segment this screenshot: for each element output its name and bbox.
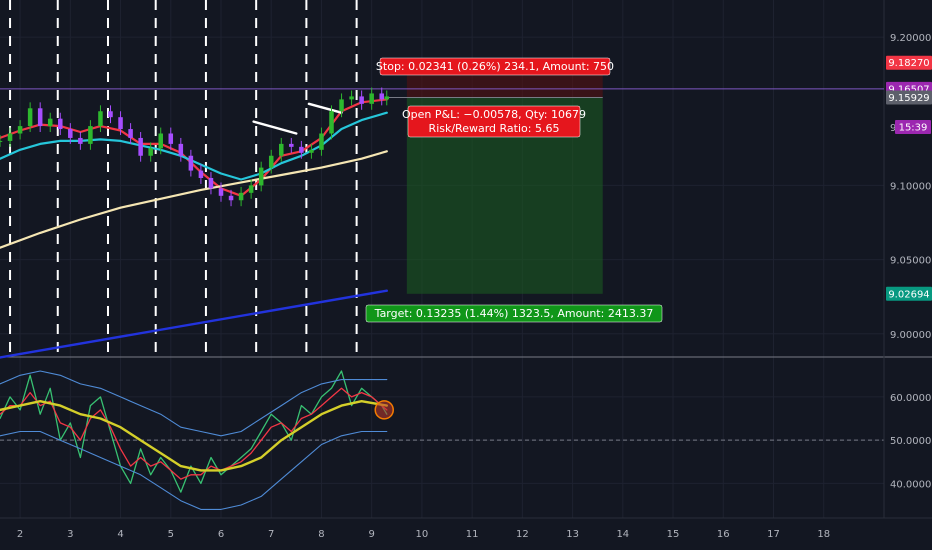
- target-label-box: [365, 304, 663, 323]
- oscillator-line: [0, 400, 388, 472]
- y-tick-label: 40.00000: [890, 479, 932, 490]
- candle-body: [78, 137, 83, 144]
- y-tick-label: 9: [890, 123, 896, 134]
- candle-body: [268, 155, 274, 168]
- axes: 2 3 4 5 6 7 8 9 10 11 12 13 14 15 16 17 18 9.20000 9.10000…: [17, 33, 932, 540]
- session-separators: [9, 0, 358, 356]
- price-tag: [886, 90, 932, 105]
- candle-body: [339, 99, 344, 112]
- candle-body: [228, 195, 234, 201]
- candle-body: [319, 133, 324, 150]
- y-tick-label: 50.00000: [890, 436, 932, 447]
- candle-body: [168, 133, 174, 144]
- candle-body: [17, 126, 23, 134]
- candle-body: [27, 108, 33, 127]
- x-tick-label: 14: [616, 529, 629, 540]
- candle-body: [379, 93, 384, 100]
- candle-body: [218, 188, 224, 196]
- oscillator-line: [0, 430, 388, 510]
- candle-body: [384, 96, 390, 100]
- candle-body: [58, 118, 63, 130]
- oscillator-line: [0, 387, 388, 480]
- x-tick-label: 7: [268, 529, 274, 540]
- candle-body: [238, 192, 244, 201]
- candle-body: [98, 111, 103, 127]
- candle-body: [198, 170, 204, 178]
- price-tag-label: 9.15929: [888, 93, 929, 104]
- y-tick-label: 9.05000: [890, 256, 931, 267]
- candle-body: [88, 126, 93, 144]
- oscillator-line: [0, 370, 388, 437]
- x-tick-label: 11: [466, 529, 479, 540]
- candle-body: [128, 129, 133, 138]
- candle-body: [148, 148, 153, 156]
- position-labels: Stop: 0.02341 (0.26%) 234.1, Amount: 750…: [365, 57, 663, 323]
- trendline: [307, 102, 343, 114]
- candle-body: [47, 118, 53, 127]
- price-tag-label: 9.18270: [888, 58, 929, 69]
- stop-label-box: [379, 57, 611, 76]
- price-tag: [886, 55, 932, 70]
- price-tag: [886, 286, 932, 301]
- candle-body: [359, 96, 364, 104]
- moving-average-line: [0, 150, 388, 249]
- x-tick-label: 9: [368, 529, 374, 540]
- x-tick-label: 5: [168, 529, 174, 540]
- candle-body: [188, 155, 194, 171]
- candle-body: [258, 167, 264, 186]
- pnl-label-text: Open P&L: −0.00578, Qty: 10679: [402, 108, 586, 121]
- x-tick-label: 17: [767, 529, 780, 540]
- x-tick-label: 10: [416, 529, 429, 540]
- price-tag-label: 9.16507: [888, 84, 929, 95]
- x-tick-label: 18: [817, 529, 830, 540]
- trendline: [252, 120, 298, 135]
- target-label-text: Target: 0.13235 (1.44%) 1323.5, Amount: …: [374, 307, 654, 320]
- x-tick-label: 2: [17, 529, 23, 540]
- x-tick-label: 8: [318, 529, 324, 540]
- candle-body: [68, 129, 73, 138]
- candle-body: [178, 143, 184, 156]
- candle-body: [279, 143, 284, 156]
- candle-body: [299, 146, 304, 153]
- price-tag-label: 9.02694: [888, 289, 929, 300]
- x-tick-label: 6: [218, 529, 224, 540]
- pnl-label-box: [407, 105, 581, 138]
- stop-label-text: Stop: 0.02341 (0.26%) 234.1, Amount: 750: [376, 60, 614, 73]
- pnl-label-text: Risk/Reward Ratio: 5.65: [429, 122, 560, 135]
- y-tick-label: 9.10000: [890, 181, 931, 192]
- candle-body: [369, 93, 374, 104]
- candle-body: [329, 111, 334, 134]
- x-tick-label: 4: [117, 529, 123, 540]
- price-tags: 9.18270 9.16507 15:39 9.15929 9.02694: [886, 55, 932, 301]
- candle-body: [349, 96, 354, 100]
- x-tick-label: 3: [67, 529, 73, 540]
- candle-body: [0, 140, 3, 142]
- candle-body: [118, 117, 123, 130]
- price-tag: [895, 120, 931, 134]
- price-tag-label: 15:39: [899, 123, 928, 134]
- candle-body: [37, 108, 43, 127]
- x-tick-label: 12: [516, 529, 529, 540]
- candle-body: [309, 149, 314, 153]
- y-tick-label: 9.00000: [890, 330, 931, 341]
- y-tick-label: 9.20000: [890, 33, 931, 44]
- candle-body: [158, 133, 163, 149]
- x-tick-label: 13: [566, 529, 579, 540]
- x-tick-label: 15: [667, 529, 680, 540]
- candle-body: [7, 133, 13, 141]
- candle-body: [208, 178, 214, 189]
- y-tick-label: 60.00000: [890, 393, 932, 404]
- trendline: [0, 289, 388, 359]
- oscillator-marker: [374, 400, 394, 420]
- candle-body: [138, 137, 143, 156]
- candle-body: [108, 111, 113, 118]
- candle-body: [248, 185, 254, 193]
- candles: [0, 87, 390, 207]
- oscillator-series: [0, 370, 394, 510]
- candle-body: [289, 143, 294, 147]
- x-tick-label: 16: [717, 529, 730, 540]
